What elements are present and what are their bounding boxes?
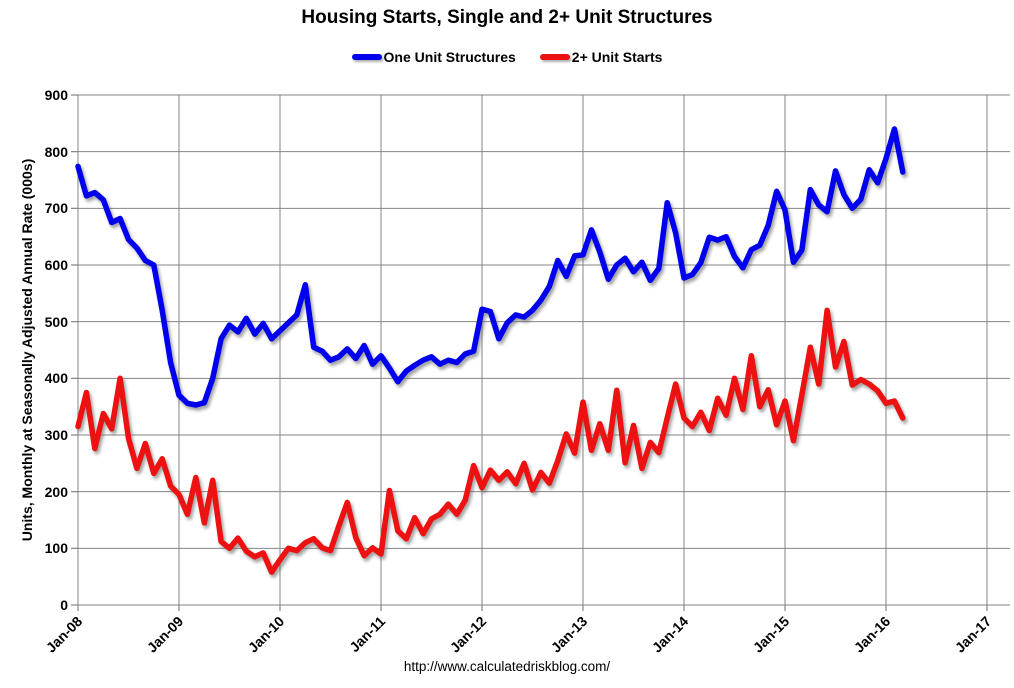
y-tick-label: 800 <box>44 143 68 160</box>
y-tick-label: 300 <box>44 427 68 443</box>
legend-item-two-plus-unit: 2+ Unit Starts <box>539 49 663 65</box>
y-tick-label: 600 <box>44 257 68 273</box>
legend-line-red-icon <box>539 54 570 60</box>
series-line-one-unit <box>75 126 906 408</box>
legend: One Unit Structures 2+ Unit Starts <box>0 49 1014 65</box>
y-tick-label: 100 <box>44 540 68 557</box>
series-line-two-plus-unit <box>75 307 906 575</box>
footer-url: http://www.calculatedriskblog.com/ <box>403 659 611 674</box>
y-tick-label: 0 <box>60 597 68 613</box>
legend-label-one-unit: One Unit Structures <box>383 49 516 65</box>
y-tick-label: 400 <box>44 370 68 387</box>
legend-line-blue-icon <box>351 54 382 60</box>
legend-item-one-unit: One Unit Structures <box>351 49 516 65</box>
y-tick-label: 200 <box>44 483 68 500</box>
y-tick-label: 700 <box>44 200 68 217</box>
legend-label-two-plus-unit: 2+ Unit Starts <box>571 49 663 65</box>
chart-title: Housing Starts, Single and 2+ Unit Struc… <box>301 7 713 28</box>
y-tick-label: 900 <box>44 87 68 103</box>
y-tick-label: 500 <box>44 313 68 330</box>
